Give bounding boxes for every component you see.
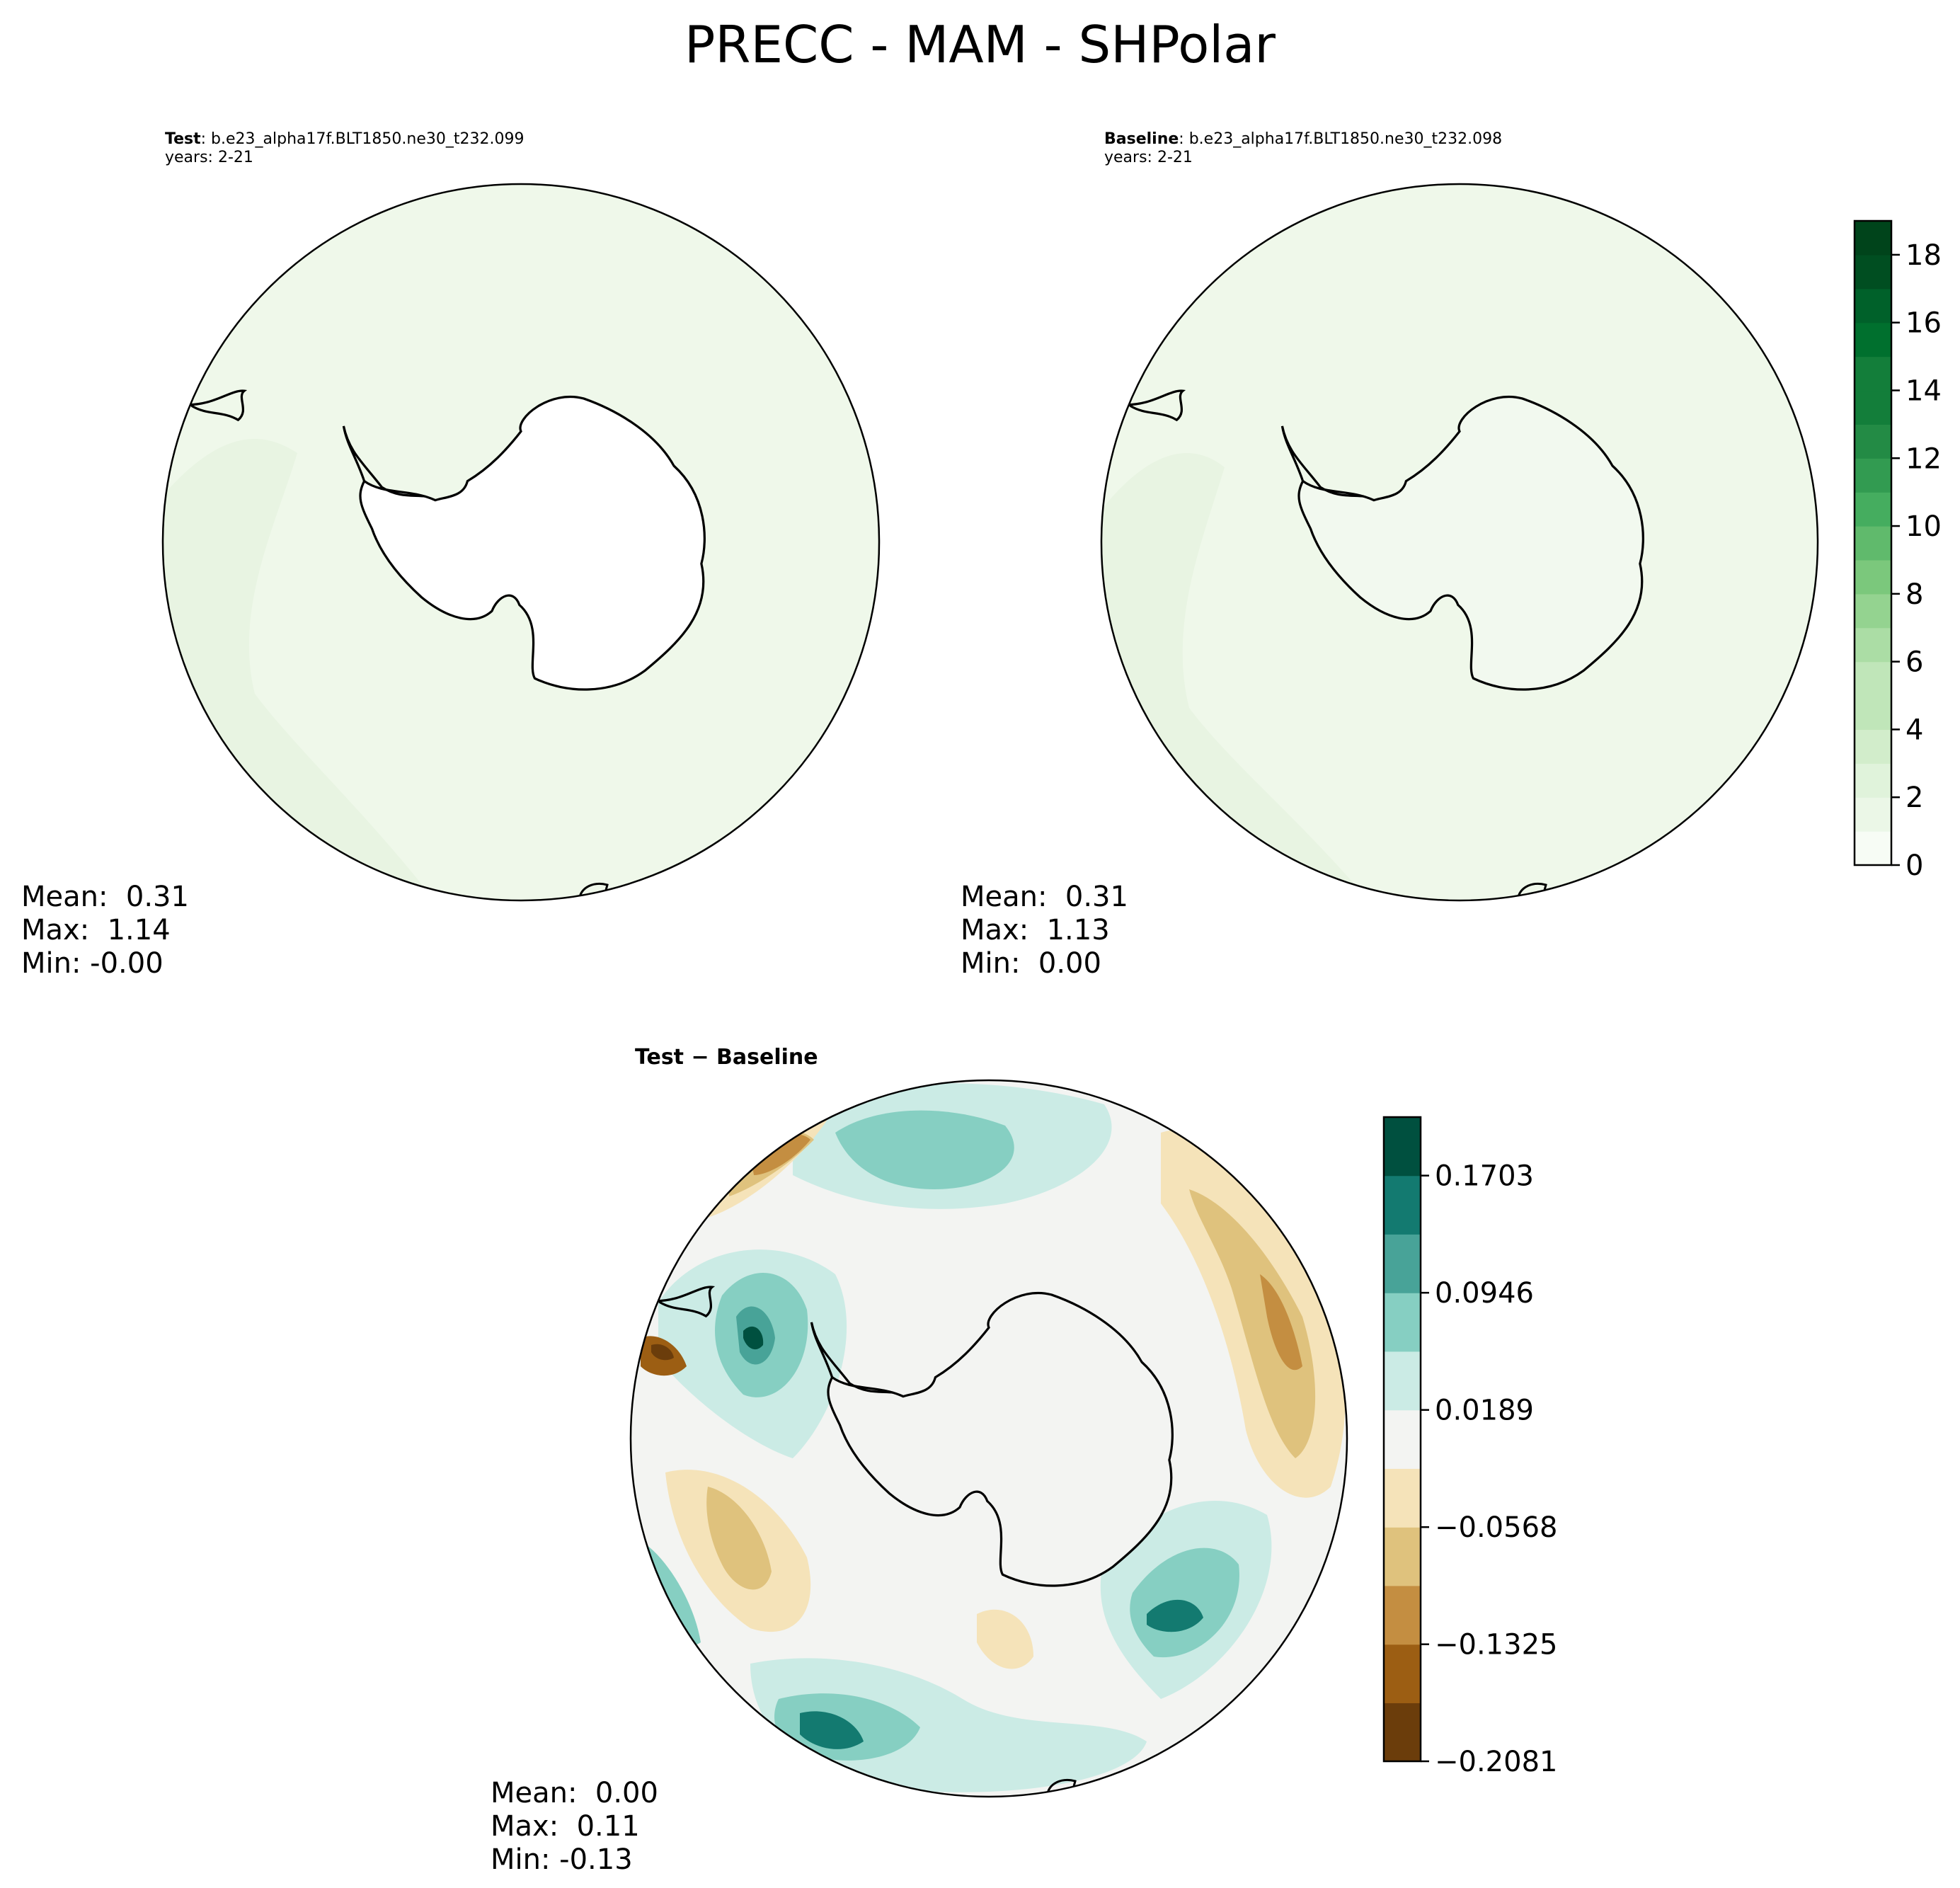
green-colorbar-segment-5	[1855, 661, 1891, 697]
green-colorbar-tick-label-18: 18	[1905, 239, 1942, 272]
green-colorbar-tick-label-6: 6	[1905, 646, 1923, 679]
green-colorbar-segment-0	[1855, 831, 1891, 866]
test-min: Min: -0.00	[21, 947, 164, 980]
figure-title: PRECC - MAM - SHPolar	[684, 15, 1276, 74]
green-colorbar: 0 2 4 6 8 10 12 14 16 18	[1853, 219, 1942, 882]
green-colorbar-segment-7	[1855, 593, 1891, 629]
baseline-stats: Mean: 0.31 Max: 1.13 Min: 0.00	[961, 881, 1128, 980]
green-colorbar-segment-15	[1855, 322, 1891, 357]
test-case-name: : b.e23_alpha17f.BLT1850.ne30_t232.099	[200, 130, 525, 148]
diff-mean: Mean: 0.00	[491, 1777, 658, 1809]
diff-colorbar-segment-6	[1384, 1351, 1421, 1411]
green-colorbar-tick-label-0: 0	[1905, 849, 1923, 882]
diff-colorbar-segment-3	[1384, 1527, 1421, 1586]
diff-region-mid-teal-north	[835, 1110, 1014, 1189]
diff-region-brown-northeast	[1260, 1274, 1302, 1371]
test-header: Test: b.e23_alpha17f.BLT1850.ne30_t232.0…	[165, 130, 524, 167]
green-colorbar-tick-label-10: 10	[1905, 510, 1942, 543]
baseline-min: Min: 0.00	[961, 947, 1101, 980]
diff-colorbar-tick-label-negneg-0p0568: −0.0568	[1435, 1511, 1557, 1544]
green-colorbar-segment-18	[1855, 221, 1891, 256]
green-colorbar-segment-8	[1855, 559, 1891, 595]
baseline-header: Baseline: b.e23_alpha17f.BLT1850.ne30_t2…	[1104, 130, 1502, 167]
diff-region-dark-teal-south	[800, 1711, 864, 1749]
diff-stats: Mean: 0.00 Max: 0.11 Min: -0.13	[491, 1777, 658, 1877]
green-colorbar-segment-11	[1855, 458, 1891, 493]
diff-colorbar-tick-label-negneg-0p2081: −0.2081	[1435, 1746, 1557, 1778]
diff-min: Min: -0.13	[491, 1843, 633, 1876]
diff-colorbar-segment-0	[1384, 1703, 1421, 1762]
diff-region-light-tan-south	[977, 1609, 1033, 1669]
diff-colorbar-frame	[1382, 1116, 1422, 1763]
diff-colorbar-segment-8	[1384, 1234, 1421, 1293]
green-colorbar-segment-4	[1855, 695, 1891, 731]
diff-colorbar-segments	[1384, 1117, 1421, 1762]
baseline-max: Max: 1.13	[961, 914, 1110, 946]
green-colorbar-segment-2	[1855, 763, 1891, 798]
green-colorbar-segment-1	[1855, 797, 1891, 832]
baseline-map-boundary	[1100, 183, 1819, 902]
test-stats: Mean: 0.31 Max: 1.14 Min: -0.00	[21, 881, 189, 980]
diff-colorbar-segment-4	[1384, 1468, 1421, 1528]
green-colorbar-tick-label-16: 16	[1905, 307, 1942, 340]
test-map-boundary	[161, 183, 881, 902]
diff-region-darkest-brown	[651, 1344, 674, 1361]
baseline-label: Baseline	[1104, 130, 1179, 148]
diff-title: Test − Baseline	[635, 1045, 818, 1070]
baseline-map	[1100, 183, 1819, 902]
test-mean: Mean: 0.31	[21, 881, 189, 913]
diff-colorbar-segment-7	[1384, 1293, 1421, 1352]
diff-colorbar-segment-9	[1384, 1175, 1421, 1235]
test-max: Max: 1.14	[21, 914, 171, 946]
diff-map-boundary	[629, 1079, 1348, 1798]
green-colorbar-segment-16	[1855, 288, 1891, 324]
green-colorbar-tick-label-14: 14	[1905, 374, 1942, 407]
diff-colorbar: −0.2081 −0.1325 −0.0568 0.0189 0.0946 0.1703	[1382, 1116, 1557, 1778]
diff-colorbar-tick-label-0p0189: 0.0189	[1435, 1395, 1534, 1427]
diff-colorbar-segment-1	[1384, 1644, 1421, 1703]
diff-region-darkest-teal	[743, 1326, 764, 1350]
baseline-case-name: : b.e23_alpha17f.BLT1850.ne30_t232.098	[1179, 130, 1503, 148]
test-years: years: 2-21	[165, 149, 253, 166]
green-colorbar-segment-9	[1855, 526, 1891, 561]
diff-region-mid-tan-southwest	[706, 1487, 772, 1590]
diff-max: Max: 0.11	[491, 1810, 640, 1843]
diff-colorbar-segment-10	[1384, 1117, 1421, 1177]
diff-colorbar-tick-label-negneg-0p1325: −0.1325	[1435, 1629, 1557, 1661]
green-colorbar-segment-10	[1855, 492, 1891, 527]
green-colorbar-segment-6	[1855, 627, 1891, 663]
diff-region-mid-tan-northeast	[1189, 1189, 1316, 1458]
green-colorbar-segment-17	[1855, 254, 1891, 290]
green-colorbar-tick-label-8: 8	[1905, 578, 1923, 611]
diff-colorbar-segment-2	[1384, 1585, 1421, 1645]
green-colorbar-tick-label-2: 2	[1905, 782, 1923, 814]
test-map	[161, 183, 881, 902]
green-colorbar-ticks: 0 2 4 6 8 10 12 14 16 18	[1891, 239, 1942, 882]
green-colorbar-segments	[1855, 221, 1891, 866]
green-colorbar-tick-label-4: 4	[1905, 714, 1923, 746]
green-colorbar-segment-14	[1855, 356, 1891, 391]
diff-region-dark-teal-southeast	[1147, 1599, 1203, 1632]
baseline-mean: Mean: 0.31	[961, 881, 1128, 913]
diff-colorbar-ticks: −0.2081 −0.1325 −0.0568 0.0189 0.0946 0.1703	[1421, 1160, 1557, 1778]
test-label: Test	[165, 130, 201, 148]
green-colorbar-segment-13	[1855, 390, 1891, 425]
diff-colorbar-tick-label-0p1703: 0.1703	[1435, 1160, 1534, 1193]
diff-colorbar-tick-label-0p0946: 0.0946	[1435, 1277, 1534, 1310]
diff-colorbar-segment-5	[1384, 1409, 1421, 1469]
green-colorbar-frame	[1853, 219, 1893, 866]
green-colorbar-segment-3	[1855, 729, 1891, 764]
green-colorbar-tick-label-12: 12	[1905, 442, 1942, 475]
green-colorbar-segment-12	[1855, 424, 1891, 459]
baseline-years: years: 2-21	[1104, 149, 1193, 166]
diff-map	[629, 1079, 1348, 1798]
